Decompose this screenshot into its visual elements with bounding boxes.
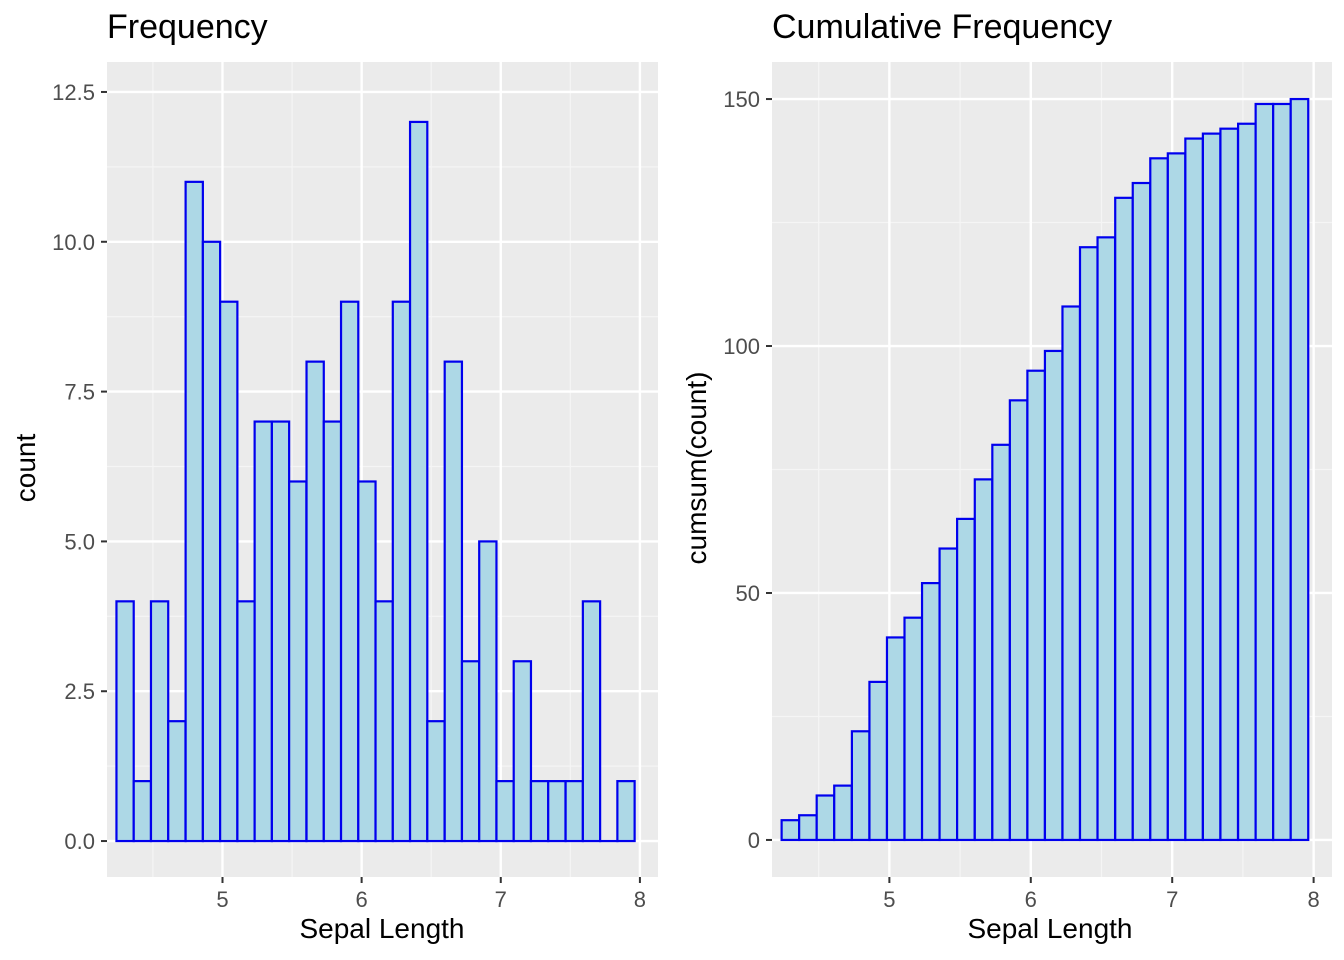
cumulative-frequency-chart: 5 6 7 8 0 50 100 150 Cumulative Frequency cumsu… xyxy=(681,8,1332,944)
y-tick-label: 50 xyxy=(736,581,760,606)
histogram-bar xyxy=(938,547,959,842)
histogram-bar xyxy=(1026,369,1047,842)
y-tick-label: 10.0 xyxy=(52,230,95,255)
histogram-bar xyxy=(408,120,429,843)
x-axis-title: Sepal Length xyxy=(299,913,464,944)
histogram-bar xyxy=(1096,236,1117,842)
histogram-bar xyxy=(616,780,636,843)
axes: 5 6 7 8 0 50 100 150 xyxy=(723,87,1319,912)
chart-title: Frequency xyxy=(107,8,268,46)
histogram-bar xyxy=(1078,246,1099,842)
x-tick-label: 6 xyxy=(1025,887,1037,912)
histogram-bar xyxy=(920,582,941,842)
histogram-bar xyxy=(460,660,481,843)
frequency-chart: 5 6 7 8 0.0 2.5 5.0 7.5 10.0 12.5 Frequency count… xyxy=(10,8,658,944)
histogram-bar xyxy=(1201,132,1222,842)
histogram-bar xyxy=(391,300,412,843)
bars xyxy=(115,120,636,843)
y-tick-label: 150 xyxy=(723,87,760,112)
bars xyxy=(780,97,1310,842)
histogram-bar xyxy=(357,480,377,843)
histogram-bar xyxy=(1289,97,1310,842)
x-axis-title: Sepal Length xyxy=(967,913,1132,944)
histogram-bar xyxy=(115,600,135,843)
histogram-bar xyxy=(495,780,515,843)
histogram-bar xyxy=(478,540,498,843)
histogram-bar xyxy=(201,240,222,843)
y-tick-label: 5.0 xyxy=(64,529,95,554)
histogram-bar xyxy=(547,780,567,843)
histogram-bar xyxy=(1184,137,1204,842)
y-tick-label: 12.5 xyxy=(52,80,95,105)
histogram-bar xyxy=(798,814,818,842)
x-tick-label: 7 xyxy=(495,887,507,912)
histogram-bar xyxy=(885,636,906,842)
histogram-bar xyxy=(564,780,584,843)
histogram-bar xyxy=(1272,102,1292,842)
histogram-bar xyxy=(581,600,602,843)
histogram-bar xyxy=(1061,305,1082,842)
y-tick-label: 7.5 xyxy=(64,380,95,405)
histogram-bar xyxy=(253,420,273,843)
x-tick-label: 6 xyxy=(356,887,368,912)
histogram-bar xyxy=(956,517,976,842)
histogram-bar xyxy=(850,730,871,842)
histogram-bar xyxy=(1219,127,1240,842)
histogram-bar xyxy=(288,480,308,843)
histogram-bar xyxy=(426,720,446,843)
y-tick-label: 100 xyxy=(723,334,760,359)
histogram-bar xyxy=(868,680,889,842)
plot-area xyxy=(107,62,658,877)
histogram-bar xyxy=(512,660,533,843)
x-tick-label: 5 xyxy=(216,887,228,912)
histogram-bar xyxy=(1008,399,1029,842)
histogram-bar xyxy=(305,360,325,843)
histogram-bar xyxy=(149,600,170,843)
histogram-bar xyxy=(1237,122,1257,842)
x-tick-label: 8 xyxy=(634,887,646,912)
histogram-bar xyxy=(167,720,187,843)
histogram-bar xyxy=(1114,196,1134,842)
histogram-bar xyxy=(443,360,464,843)
y-axis-title: cumsum(count) xyxy=(681,372,712,565)
y-axis-title: count xyxy=(10,434,41,503)
histogram-bar xyxy=(815,794,836,842)
histogram-bar xyxy=(903,616,924,842)
x-tick-label: 7 xyxy=(1166,887,1178,912)
chart-title: Cumulative Frequency xyxy=(772,8,1112,46)
histogram-bar xyxy=(529,780,550,843)
histogram-bar xyxy=(322,420,343,843)
histogram-bar xyxy=(780,819,801,842)
y-tick-label: 0.0 xyxy=(64,829,95,854)
histogram-bar xyxy=(1166,152,1187,842)
histogram-bar xyxy=(184,180,204,843)
histogram-bar xyxy=(1254,102,1275,842)
plot-area xyxy=(772,62,1332,877)
histogram-bar xyxy=(991,443,1011,842)
histogram-bar xyxy=(374,600,394,843)
histogram-bar xyxy=(833,784,853,842)
histogram-bar xyxy=(339,300,360,843)
histogram-bar xyxy=(1131,181,1152,842)
histogram-bar xyxy=(270,420,291,843)
histogram-bar xyxy=(219,300,239,843)
histogram-bar xyxy=(132,780,153,843)
axes: 5 6 7 8 0.0 2.5 5.0 7.5 10.0 12.5 xyxy=(52,80,646,912)
histogram-bar xyxy=(1149,157,1169,842)
x-tick-label: 8 xyxy=(1307,887,1319,912)
y-tick-label: 2.5 xyxy=(64,679,95,704)
histogram-bar xyxy=(1043,349,1064,842)
y-tick-label: 0 xyxy=(748,828,760,853)
x-tick-label: 5 xyxy=(883,887,895,912)
histogram-bar xyxy=(973,478,994,842)
histogram-bar xyxy=(236,600,256,843)
